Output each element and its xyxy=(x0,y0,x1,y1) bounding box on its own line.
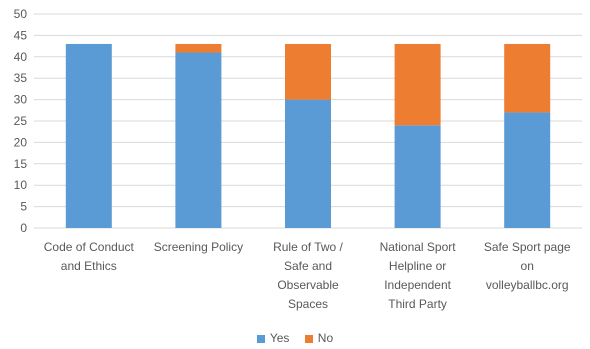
legend-label-yes: Yes xyxy=(269,331,290,345)
bar-yes-4 xyxy=(504,112,551,228)
legend-label-no: No xyxy=(317,331,334,345)
y-tick-label: 30 xyxy=(14,93,28,107)
y-tick-label: 20 xyxy=(14,135,28,149)
bar-yes-1 xyxy=(175,52,222,228)
y-tick-label: 0 xyxy=(20,221,27,235)
y-tick-label: 15 xyxy=(14,157,28,171)
bar-no-1 xyxy=(175,43,222,53)
legend-item-no: No xyxy=(304,331,334,345)
y-tick-label: 50 xyxy=(14,7,28,21)
x-category-label: Rule of Two / Safe and Observable Spaces xyxy=(273,240,343,311)
legend: Yes No xyxy=(0,331,590,345)
x-axis-category-labels: Code of Conduct and Ethics Screening Polic… xyxy=(44,240,571,311)
y-axis-tick-labels: 0 5 10 15 20 25 30 35 40 45 50 xyxy=(14,7,28,235)
y-tick-label: 25 xyxy=(14,114,28,128)
bar-yes-0 xyxy=(65,43,112,229)
y-tick-label: 45 xyxy=(14,28,28,42)
x-category-label: Screening Policy xyxy=(154,240,243,254)
legend-swatch-yes xyxy=(256,334,265,343)
y-tick-label: 10 xyxy=(14,178,28,192)
bars xyxy=(65,43,551,229)
stacked-bar-chart: 0 5 10 15 20 25 30 35 40 45 50 Code of Conduct and … xyxy=(14,7,582,311)
bar-no-2 xyxy=(285,43,331,100)
bar-no-3 xyxy=(394,43,441,126)
bar-yes-2 xyxy=(285,99,331,228)
x-category-label: Code of Conduct and Ethics xyxy=(44,240,135,273)
x-category-label: National Sport Helpline or Independent Thir… xyxy=(380,240,457,311)
legend-swatch-no xyxy=(304,334,313,343)
y-tick-label: 40 xyxy=(14,50,28,64)
bar-no-4 xyxy=(504,43,551,113)
x-category-label: Safe Sport page on volleyballbc.org xyxy=(484,240,571,292)
bar-yes-3 xyxy=(394,125,441,228)
y-tick-label: 5 xyxy=(20,200,27,214)
y-tick-label: 35 xyxy=(14,71,28,85)
legend-item-yes: Yes xyxy=(256,331,290,345)
